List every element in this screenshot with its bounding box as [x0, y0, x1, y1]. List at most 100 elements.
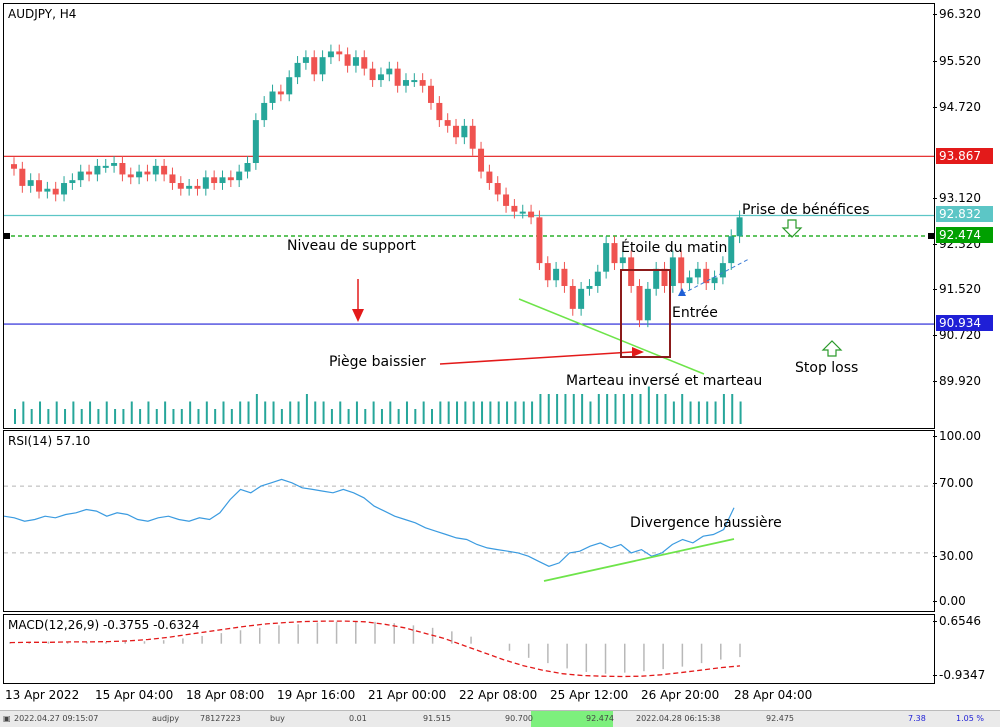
candle-body — [394, 68, 401, 86]
rsi-canvas — [4, 478, 934, 582]
candle-body — [244, 163, 251, 172]
price-trendline — [518, 298, 705, 375]
candle-body — [52, 188, 59, 195]
take-profit-arrow — [781, 219, 803, 238]
time-label: 19 Apr 16:00 — [277, 688, 356, 702]
candle-body — [478, 148, 485, 172]
candle-body — [594, 271, 601, 286]
candle-body — [669, 257, 676, 286]
time-label: 13 Apr 2022 — [5, 688, 80, 702]
rsi-tick: 30.00 — [932, 549, 974, 563]
candle-body — [77, 171, 84, 181]
candle-body — [628, 257, 635, 286]
rsi-pane[interactable]: RSI(14) 57.10 Divergence haussière — [3, 430, 935, 612]
candle-body — [536, 217, 543, 264]
price-tick: 95.520 — [933, 54, 981, 68]
price-tick: 89.920 — [933, 374, 981, 388]
support-arrow-head — [352, 309, 364, 322]
macd-pane[interactable]: MACD(12,26,9) -0.3755 -0.6324 — [3, 614, 935, 684]
candle-body — [319, 57, 326, 75]
candle-body — [311, 57, 318, 75]
profit: 7.38 — [908, 714, 926, 723]
trade-status-bar[interactable]: ▣ 2022.04.27 09:15:07 audjpy 78127223 bu… — [0, 710, 1000, 727]
price-highlight — [531, 711, 613, 727]
price-axis: 96.320 95.520 94.720 93.120 92.320 91.52… — [933, 3, 1000, 429]
candle-body — [111, 163, 118, 166]
candle-body — [461, 125, 468, 138]
current-time: 2022.04.28 06:15:38 — [636, 714, 721, 723]
candle-body — [169, 174, 176, 184]
time-label: 15 Apr 04:00 — [95, 688, 174, 702]
candle-body — [294, 62, 301, 78]
candle-body — [19, 168, 26, 186]
current-price: 92.475 — [766, 714, 794, 723]
candle-body — [377, 74, 384, 81]
entry-label: Entrée — [672, 305, 718, 321]
candle-body — [611, 243, 618, 264]
candle-body — [486, 171, 493, 184]
support-price-tag: 90.934 — [936, 315, 993, 331]
candle-body — [444, 120, 451, 126]
candle-body — [136, 171, 143, 178]
bullish-divergence-label: Divergence haussière — [630, 515, 782, 531]
hammer-highlight-box — [620, 269, 671, 358]
candle-body — [419, 80, 426, 86]
candle-body — [327, 51, 334, 58]
candle-body — [586, 285, 593, 289]
entry-arrow — [678, 288, 686, 296]
macd-tick: -0.9347 — [932, 668, 986, 682]
stop-loss-arrow — [821, 340, 843, 357]
candle-body — [561, 268, 568, 286]
ticket: 78127223 — [200, 714, 241, 723]
price-chart-pane[interactable]: AUDJPY, H4 Niveau de support Piège baiss… — [3, 3, 935, 429]
rsi-axis: 100.00 70.00 30.00 0.00 — [932, 429, 1000, 612]
resistance-price-tag: 93.867 — [936, 148, 993, 164]
candle-body — [436, 102, 443, 121]
current-price-marker-left — [4, 232, 10, 239]
price-tick: 94.720 — [933, 100, 981, 114]
candle-body — [553, 268, 560, 281]
candle-body — [236, 171, 243, 181]
rsi-tick: 70.00 — [932, 476, 974, 490]
current-price-tag: 92.474 — [936, 227, 993, 243]
candle-body — [428, 85, 434, 103]
candle-body — [286, 77, 293, 95]
profit-percent: 1.05 % — [956, 714, 984, 723]
time-label: 25 Apr 12:00 — [550, 688, 629, 702]
candle-body — [252, 120, 259, 164]
candle-body — [636, 285, 643, 321]
candle-body — [661, 268, 668, 286]
candle-body — [277, 91, 284, 95]
candle-body — [344, 54, 351, 66]
rsi-line — [4, 478, 735, 567]
candle-body — [302, 57, 309, 63]
candle-body — [161, 165, 168, 175]
candle-body — [519, 211, 526, 214]
candle-body — [44, 188, 51, 192]
price-tick: 90.720 — [933, 328, 981, 342]
rsi-tick: 0.00 — [933, 594, 966, 608]
candle-body — [336, 51, 343, 55]
candle-body — [411, 80, 418, 83]
candle-body — [402, 80, 409, 86]
candle-body — [511, 205, 518, 212]
candle-body — [211, 177, 218, 184]
candle-body — [711, 277, 718, 284]
candle-body — [719, 263, 726, 278]
open-price: 92.474 — [586, 714, 614, 723]
candle-body — [686, 277, 693, 284]
candle-body — [569, 285, 576, 309]
trade-volume: 0.01 — [349, 714, 367, 723]
candle-body — [503, 194, 510, 206]
time-label: 22 Apr 08:00 — [459, 688, 538, 702]
take-profit-label: Prise de bénéfices — [742, 202, 870, 218]
price-tick: 91.520 — [933, 282, 981, 296]
rsi-divergence-line — [543, 538, 735, 582]
stop-loss-value: 91.515 — [423, 714, 451, 723]
candle-body — [678, 257, 685, 284]
current-price-marker-right — [928, 232, 934, 239]
candle-body — [352, 57, 359, 66]
take-profit-price-tag: 92.832 — [936, 206, 993, 222]
candle-body — [86, 171, 93, 175]
candle-body — [27, 180, 34, 186]
